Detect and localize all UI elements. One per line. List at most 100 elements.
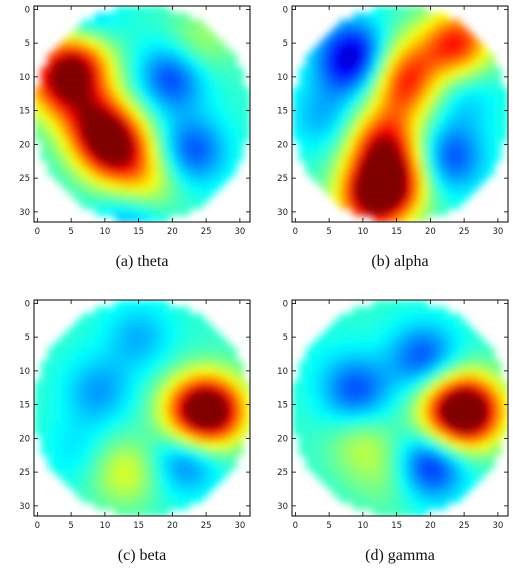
heatmap-cell <box>162 33 169 40</box>
heatmap-cell <box>223 60 230 67</box>
heatmap-cell <box>353 114 360 121</box>
heatmap-cell <box>407 67 414 74</box>
heatmap-cell <box>292 128 299 135</box>
heatmap-cell <box>420 161 427 168</box>
heatmap-cell <box>441 347 448 354</box>
heatmap-cell <box>360 435 367 442</box>
heatmap-cell <box>387 188 394 195</box>
heatmap-cell <box>75 482 82 489</box>
heatmap-cell <box>88 67 95 74</box>
heatmap-cell <box>353 395 360 402</box>
heatmap-cell <box>81 476 88 483</box>
heatmap-cell <box>223 435 230 442</box>
heatmap-cell <box>183 202 190 209</box>
heatmap-cell <box>306 87 313 94</box>
heatmap-cell <box>95 101 102 108</box>
heatmap-cell <box>48 347 55 354</box>
heatmap-cell <box>237 435 244 442</box>
heatmap-cell <box>393 114 400 121</box>
heatmap-cell <box>129 489 136 496</box>
heatmap-cell <box>169 395 176 402</box>
heatmap-cell <box>333 101 340 108</box>
heatmap-cell <box>108 482 115 489</box>
heatmap-cell <box>400 428 407 435</box>
heatmap-cell <box>183 361 190 368</box>
x-tick-label: 15 <box>391 227 402 237</box>
heatmap-cell <box>61 80 68 87</box>
heatmap-cell <box>108 408 115 415</box>
heatmap-cell <box>373 182 380 189</box>
heatmap-cell <box>454 53 461 60</box>
heatmap-cell <box>454 327 461 334</box>
heatmap-cell <box>108 395 115 402</box>
heatmap-cell <box>299 148 306 155</box>
heatmap-cell <box>434 74 441 81</box>
heatmap-cell <box>142 320 149 327</box>
heatmap-cell <box>387 53 394 60</box>
heatmap-cell <box>102 327 109 334</box>
heatmap-cell <box>387 408 394 415</box>
heatmap-cell <box>407 401 414 408</box>
heatmap-cell <box>427 489 434 496</box>
heatmap-cell <box>407 374 414 381</box>
heatmap-cell <box>407 361 414 368</box>
heatmap-cell <box>319 368 326 375</box>
heatmap-cell <box>115 374 122 381</box>
heatmap-cell <box>333 368 340 375</box>
heatmap-cell <box>189 128 196 135</box>
heatmap-cell <box>420 141 427 148</box>
x-tick-label: 5 <box>326 521 331 531</box>
heatmap-cell <box>393 462 400 469</box>
heatmap-cell <box>447 449 454 456</box>
heatmap-cell <box>183 40 190 47</box>
heatmap-cell <box>393 67 400 74</box>
heatmap-cell <box>360 388 367 395</box>
heatmap-cell <box>319 114 326 121</box>
heatmap-cell <box>387 341 394 348</box>
heatmap-cell <box>81 428 88 435</box>
heatmap-cell <box>189 141 196 148</box>
heatmap-cell <box>189 374 196 381</box>
heatmap-cell <box>319 53 326 60</box>
heatmap-cell <box>189 469 196 476</box>
heatmap-cell <box>81 188 88 195</box>
heatmap-cell <box>115 401 122 408</box>
heatmap-cell <box>481 175 488 182</box>
heatmap-cell <box>95 503 102 510</box>
heatmap-cell <box>95 482 102 489</box>
heatmap-cell <box>353 134 360 141</box>
heatmap-cell <box>88 388 95 395</box>
heatmap-cell <box>237 134 244 141</box>
heatmap-cell <box>299 395 306 402</box>
heatmap-cell <box>95 320 102 327</box>
heatmap-cell <box>312 381 319 388</box>
y-tick-label: 25 <box>19 174 30 184</box>
heatmap-cell <box>468 107 475 114</box>
heatmap-cell <box>414 155 421 162</box>
heatmap-cell <box>203 148 210 155</box>
heatmap-cell <box>102 320 109 327</box>
heatmap-cell <box>400 168 407 175</box>
heatmap-cell <box>135 53 142 60</box>
heatmap-cell <box>223 87 230 94</box>
heatmap-cell <box>380 395 387 402</box>
heatmap-cell <box>495 80 502 87</box>
heatmap-cell <box>142 175 149 182</box>
heatmap-cell <box>312 121 319 128</box>
heatmap-cell <box>326 114 333 121</box>
heatmap-cell <box>414 469 421 476</box>
heatmap-cell <box>68 368 75 375</box>
heatmap-cell <box>360 496 367 503</box>
heatmap-cell <box>75 114 82 121</box>
heatmap-cell <box>420 327 427 334</box>
heatmap-cell <box>183 161 190 168</box>
heatmap-cell <box>102 188 109 195</box>
heatmap-cell <box>427 175 434 182</box>
heatmap-cell <box>360 327 367 334</box>
heatmap-cell <box>373 161 380 168</box>
heatmap-cell <box>183 80 190 87</box>
heatmap-cell <box>461 476 468 483</box>
heatmap-cell <box>441 114 448 121</box>
y-tick-label: 20 <box>277 140 288 150</box>
heatmap-cell <box>346 40 353 47</box>
